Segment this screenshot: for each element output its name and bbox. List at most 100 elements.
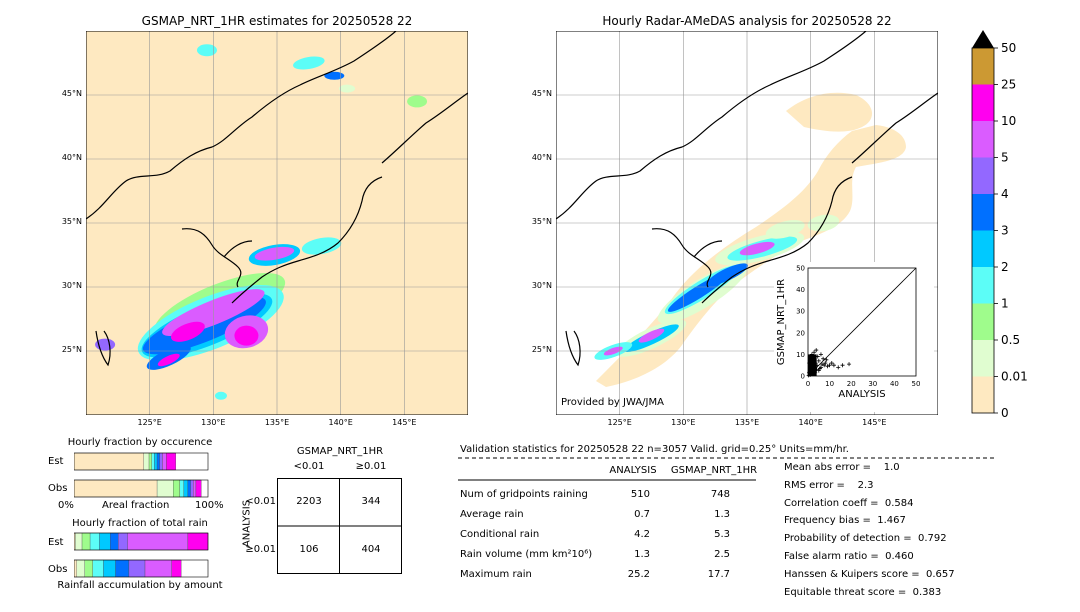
validation-header: Validation statistics for 20250528 22 n=… <box>460 444 849 455</box>
occurrence-title: Hourly fraction by occurence <box>67 437 213 448</box>
left-lon-tick-label: 135°E <box>264 418 290 427</box>
fraction-bar-segment <box>156 452 160 471</box>
colorbar-segment <box>972 303 994 340</box>
validation-row-label: Num of gridpoints raining <box>460 489 588 500</box>
validation-score: Mean abs error = 1.0 <box>784 462 900 473</box>
fraction-bar-segment <box>159 452 163 471</box>
contingency-grid <box>277 478 402 574</box>
colorbar-tick-label: 0.5 <box>1001 333 1020 347</box>
left-rain-cell <box>254 246 295 261</box>
occurrence-bars <box>74 452 209 498</box>
right-rain-cell <box>739 241 775 256</box>
scatter-point <box>817 366 822 371</box>
scatter-point <box>823 361 828 366</box>
colorbar-tick-label: 10 <box>1001 114 1016 128</box>
fraction-bar-segment <box>195 479 202 498</box>
left-lon-tick-label: 140°E <box>328 418 353 427</box>
right-rain-cell <box>707 263 748 285</box>
contingency-col-ge: ≥0.01 <box>355 461 387 472</box>
validation-row-analysis: 4.2 <box>634 529 650 540</box>
occurrence-axis-mid: Areal fraction <box>102 500 170 511</box>
validation-score: Correlation coeff = 0.584 <box>784 497 914 509</box>
validation-col-analysis: ANALYSIS <box>609 465 657 476</box>
right-rain-cell <box>638 328 665 343</box>
scatter-point <box>824 357 829 362</box>
right-lat-tick-label: 45°N <box>531 89 552 98</box>
colorbar-tick-label: 2 <box>1001 260 1009 274</box>
left-rain-cell <box>196 44 217 57</box>
validation-row-analysis: 0.7 <box>634 509 650 520</box>
right-lon-tick-label: 130°E <box>671 418 696 427</box>
scatter-x-tick-label: 20 <box>847 380 856 388</box>
left-rain-cell <box>157 353 180 367</box>
validation-row-gsmap: 2.5 <box>714 549 730 560</box>
right-lon-tick-label: 145°E <box>862 418 887 427</box>
occurrence-obs-label: Obs <box>48 483 68 494</box>
colorbar-segment <box>972 194 994 231</box>
colorbar-tick-label: 0.01 <box>1001 370 1028 384</box>
contingency-cell-a: 2203 <box>296 496 322 507</box>
validation-row-label: Rain volume (mm km²10⁶) <box>460 549 593 560</box>
left-lon-tick-label: 130°E <box>201 418 226 427</box>
fraction-bar-segment <box>127 532 189 551</box>
fraction-bar-segment <box>115 559 130 578</box>
fraction-bar-segment <box>183 479 189 498</box>
validation-row-label: Average rain <box>460 509 524 520</box>
right-lat-tick-label: 40°N <box>531 153 552 162</box>
validation-row-gsmap: 1.3 <box>714 509 730 520</box>
validation-score: False alarm ratio = 0.460 <box>784 551 914 562</box>
fraction-bar-segment <box>143 452 150 471</box>
scatter-inset: 00 10 10 20 20 30 30 40 40 50 50 ANALYSIS GSMAP_NRT_… <box>774 262 934 412</box>
validation-row-analysis: 1.3 <box>634 549 650 560</box>
fraction-bar-segment <box>128 559 146 578</box>
colorbar-segment <box>972 267 994 304</box>
scatter-x-tick-label: 40 <box>890 380 899 388</box>
scatter-point <box>816 358 821 363</box>
colorbar-tick-label: 3 <box>1001 224 1009 238</box>
validation-score: Equitable threat score = 0.383 <box>784 586 942 598</box>
scatter-y-tick-label: 20 <box>796 329 805 337</box>
fraction-bar-frame <box>74 479 209 498</box>
contingency-cell-d: 404 <box>361 544 381 555</box>
right-map-title: Hourly Radar-AMeDAS analysis for 2025052… <box>602 14 892 28</box>
colorbar-segment <box>972 121 994 158</box>
left-map <box>86 31 468 415</box>
colorbar-segment <box>972 48 994 85</box>
fraction-bar-segment <box>190 479 194 498</box>
fraction-bar-segment <box>81 532 91 551</box>
right-lat-tick-label: 35°N <box>531 217 552 226</box>
right-lat-tick-label: 25°N <box>531 345 552 354</box>
fraction-bar-segment <box>118 532 128 551</box>
fraction-bar-segment <box>110 532 119 551</box>
right-lon-tick-label: 125°E <box>607 418 632 427</box>
validation-header-rule <box>458 479 756 481</box>
validation-row-gsmap: 748 <box>710 489 730 500</box>
fraction-bar-segment <box>144 559 172 578</box>
fraction-bar-segment <box>166 452 176 471</box>
left-rain-cell <box>214 391 227 400</box>
scatter-y-tick-label: 10 <box>796 351 805 359</box>
validation-row-label: Conditional rain <box>460 529 540 540</box>
colorbar-tick-label: 25 <box>1001 78 1016 92</box>
left-lat-tick-label: 40°N <box>61 153 82 162</box>
scatter-point <box>812 350 817 355</box>
scatter-plot-area: 00 10 10 20 20 30 30 40 40 50 50 ANALYSIS GSMAP_NRT_… <box>776 265 920 401</box>
scatter-x-tick-label: 10 <box>825 380 834 388</box>
colorbar-tick-label: 0 <box>1001 406 1009 420</box>
scatter-point <box>822 363 827 368</box>
left-lat-tick-label: 35°N <box>61 217 82 226</box>
scatter-xlabel: ANALYSIS <box>838 389 885 400</box>
colorbar-segment <box>972 84 994 121</box>
fraction-bar-segment <box>162 452 167 471</box>
contingency-row-ge: ≥0.01 <box>245 544 276 555</box>
validation-score: Hanssen & Kuipers score = 0.657 <box>784 568 955 580</box>
fraction-bar-segment <box>151 452 155 471</box>
colorbar-tick-label: 4 <box>1001 187 1009 201</box>
occurrence-est-label: Est <box>48 456 64 467</box>
scatter-point <box>836 365 841 370</box>
right-lon-tick-label: 140°E <box>798 418 823 427</box>
fraction-bar-segment <box>76 559 85 578</box>
scatter-point <box>816 368 821 373</box>
left-rain-cell <box>301 237 342 255</box>
validation-row-gsmap: 17.7 <box>707 569 730 580</box>
